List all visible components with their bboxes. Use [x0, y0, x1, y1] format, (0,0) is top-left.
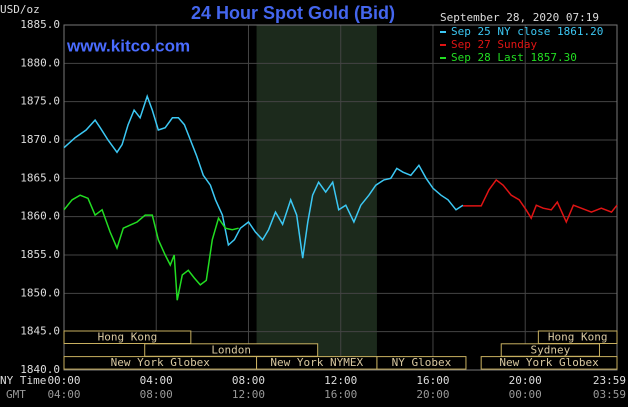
y-tick-label: 1870.0 [20, 133, 60, 146]
x-tick-label: 20:00 [509, 374, 542, 387]
x-tick-label: 12:00 [324, 374, 357, 387]
y-tick-label: 1855.0 [20, 248, 60, 261]
source: www.kitco.com [66, 36, 190, 55]
x-tick-label: 08:00 [232, 374, 265, 387]
x-tick-label: 16:00 [416, 374, 449, 387]
x2-tick-label: 03:59 [593, 388, 626, 401]
plot-border [63, 24, 618, 371]
session-box [376, 356, 467, 370]
session-label: Hong Kong [98, 331, 158, 344]
session-label: London [211, 343, 251, 356]
session-highlight [256, 25, 377, 370]
session-box [63, 330, 192, 344]
x2-tick-label: 16:00 [324, 388, 357, 401]
x2-tick-label: 12:00 [232, 388, 265, 401]
x2-axis-label: GMT [6, 388, 26, 401]
session-label: NY Globex [392, 356, 452, 369]
x2-tick-label: 00:00 [509, 388, 542, 401]
x2-tick-label: 04:00 [47, 388, 80, 401]
x-axis-label: NY Time [0, 374, 46, 387]
y-tick-label: 1880.0 [20, 56, 60, 69]
session-label: New York Globex [111, 356, 211, 369]
session-label: New York NYMEX [270, 356, 363, 369]
x-tick-label: 23:59 [593, 374, 626, 387]
y-tick-label: 1845.0 [20, 325, 60, 338]
x2-tick-label: 20:00 [416, 388, 449, 401]
session-label: Sydney [530, 343, 570, 356]
x-tick-label: 04:00 [140, 374, 173, 387]
y-tick-label: 1840.0 [20, 363, 60, 376]
timestamp: September 28, 2020 07:19 [440, 11, 599, 24]
session-label: New York Globex [499, 356, 599, 369]
y-tick-label: 1865.0 [20, 171, 60, 184]
legend-label: Sep 28 Last 1857.30 [451, 51, 577, 64]
legend-label: Sep 27 Sunday [451, 38, 537, 51]
series-line [63, 94, 464, 259]
y-tick-label: 1860.0 [20, 210, 60, 223]
x2-tick-label: 08:00 [140, 388, 173, 401]
y-tick-label: 1885.0 [20, 18, 60, 31]
x-tick-label: 00:00 [47, 374, 80, 387]
session-label: Hong Kong [548, 331, 608, 344]
legend-label: Sep 25 NY close 1861.20 [451, 25, 603, 38]
series-line [63, 194, 239, 301]
series-line [463, 178, 618, 224]
y-tick-label: 1850.0 [20, 286, 60, 299]
session-box [480, 356, 618, 370]
chart-title: 24 Hour Spot Gold (Bid) [191, 3, 395, 23]
y-axis-unit: USD/oz [0, 3, 40, 16]
y-tick-label: 1875.0 [20, 95, 60, 108]
